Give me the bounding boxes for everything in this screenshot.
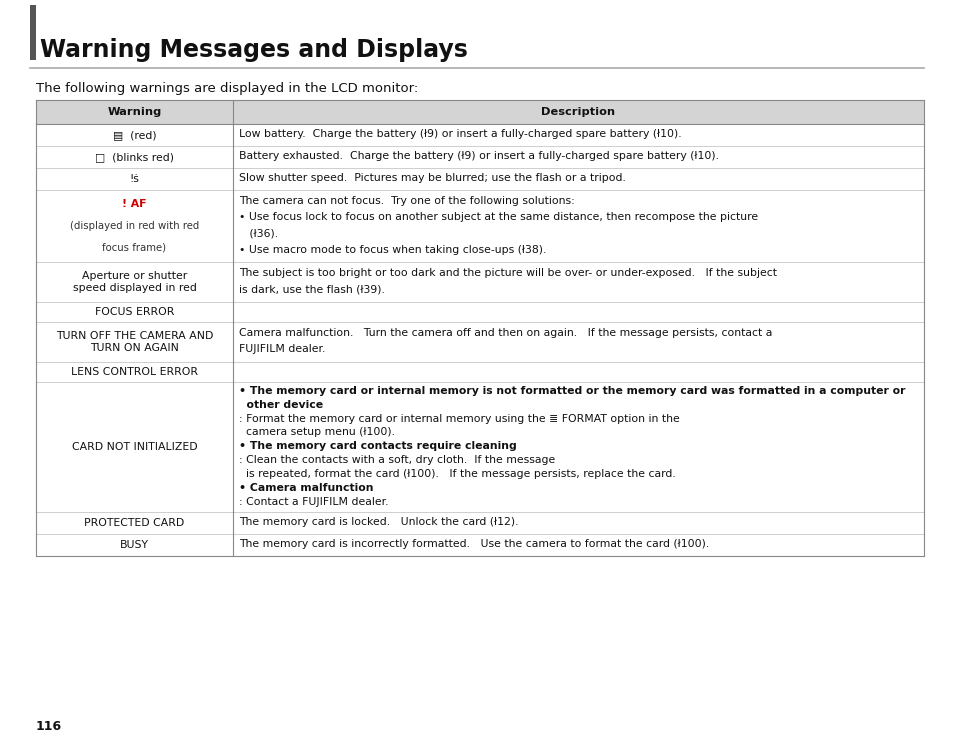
Text: is dark, use the flash (ł39).: is dark, use the flash (ł39). — [239, 284, 384, 295]
Text: • Use focus lock to focus on another subject at the same distance, then recompos: • Use focus lock to focus on another sub… — [239, 212, 758, 222]
Text: other device: other device — [239, 400, 323, 410]
Text: ! AF: ! AF — [122, 199, 147, 209]
Text: !ṡ: !ṡ — [130, 174, 139, 184]
Text: TURN OFF THE CAMERA AND
TURN ON AGAIN: TURN OFF THE CAMERA AND TURN ON AGAIN — [56, 331, 213, 353]
Text: • Use macro mode to focus when taking close-ups (ł38).: • Use macro mode to focus when taking cl… — [239, 245, 546, 255]
Text: LENS CONTROL ERROR: LENS CONTROL ERROR — [71, 367, 198, 377]
Text: Battery exhausted.  Charge the battery (ł9) or insert a fully-charged spare batt: Battery exhausted. Charge the battery (ł… — [239, 151, 719, 162]
Text: FOCUS ERROR: FOCUS ERROR — [94, 307, 174, 317]
Text: CARD NOT INITIALIZED: CARD NOT INITIALIZED — [71, 442, 197, 452]
Text: camera setup menu (ł100).: camera setup menu (ł100). — [239, 427, 395, 438]
Text: • The memory card contacts require cleaning: • The memory card contacts require clean… — [239, 441, 517, 451]
Text: Low battery.  Charge the battery (ł9) or insert a fully-charged spare battery (ł: Low battery. Charge the battery (ł9) or … — [239, 129, 680, 139]
Text: FUJIFILM dealer.: FUJIFILM dealer. — [239, 345, 325, 355]
Text: : Clean the contacts with a soft, dry cloth.  If the message: : Clean the contacts with a soft, dry cl… — [239, 455, 555, 465]
Text: 116: 116 — [36, 720, 62, 732]
Text: : Format the memory card or internal memory using the ≣ FORMAT option in the: : Format the memory card or internal mem… — [239, 414, 679, 423]
Text: Description: Description — [541, 107, 615, 117]
Text: Aperture or shutter
speed displayed in red: Aperture or shutter speed displayed in r… — [72, 272, 196, 292]
Text: □  (blinks red): □ (blinks red) — [95, 152, 173, 162]
Text: The camera can not focus.  Try one of the following solutions:: The camera can not focus. Try one of the… — [239, 196, 574, 206]
Text: focus frame): focus frame) — [102, 243, 167, 253]
Bar — [36, 100, 923, 124]
Text: The memory card is locked.   Unlock the card (ł12).: The memory card is locked. Unlock the ca… — [239, 517, 518, 527]
Text: BUSY: BUSY — [120, 540, 149, 550]
Text: is repeated, format the card (ł100).   If the message persists, replace the card: is repeated, format the card (ł100). If … — [239, 469, 675, 479]
Text: • Camera malfunction: • Camera malfunction — [239, 482, 374, 493]
Text: • The memory card or internal memory is not formatted or the memory card was for: • The memory card or internal memory is … — [239, 386, 904, 396]
Text: PROTECTED CARD: PROTECTED CARD — [84, 518, 185, 528]
Text: (displayed in red with red: (displayed in red with red — [70, 221, 199, 231]
Text: ▤  (red): ▤ (red) — [112, 130, 156, 140]
Bar — [30, 5, 36, 60]
Text: The subject is too bright or too dark and the picture will be over- or under-exp: The subject is too bright or too dark an… — [239, 268, 776, 278]
Text: The following warnings are displayed in the LCD monitor:: The following warnings are displayed in … — [36, 82, 417, 95]
Text: The memory card is incorrectly formatted.   Use the camera to format the card (ł: The memory card is incorrectly formatted… — [239, 539, 708, 549]
Text: Warning Messages and Displays: Warning Messages and Displays — [40, 38, 467, 62]
Text: Warning: Warning — [108, 107, 161, 117]
Text: Slow shutter speed.  Pictures may be blurred; use the flash or a tripod.: Slow shutter speed. Pictures may be blur… — [239, 174, 625, 183]
Text: Camera malfunction.   Turn the camera off and then on again.   If the message pe: Camera malfunction. Turn the camera off … — [239, 328, 772, 338]
Text: (ł36).: (ł36). — [239, 228, 278, 239]
Text: : Contact a FUJIFILM dealer.: : Contact a FUJIFILM dealer. — [239, 497, 388, 506]
